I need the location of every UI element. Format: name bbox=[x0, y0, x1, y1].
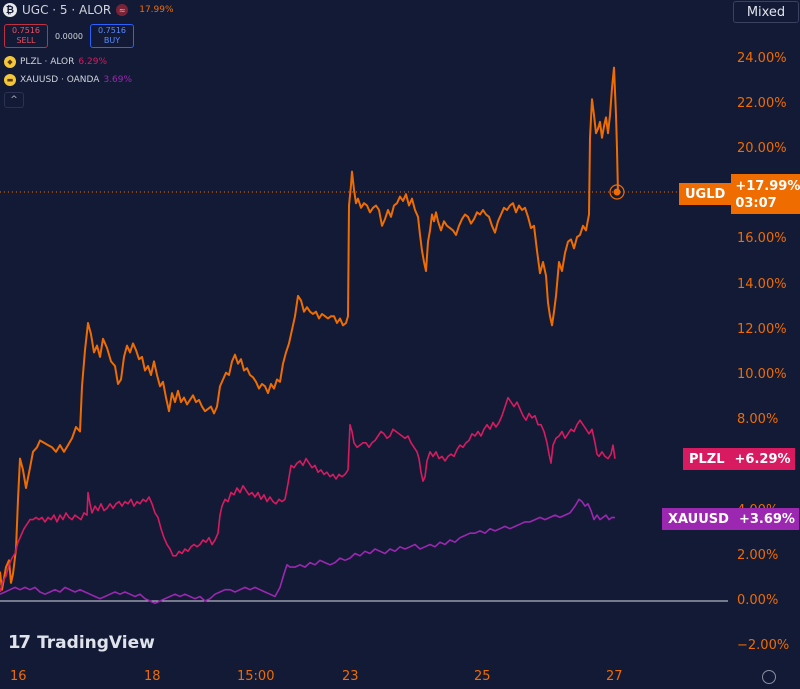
tag-value: +3.69% bbox=[734, 508, 799, 530]
symbol-title[interactable]: UGC · 5 · ALOR bbox=[22, 3, 112, 17]
tag-value: +6.29% bbox=[730, 448, 795, 470]
x-tick-label: 27 bbox=[606, 669, 623, 684]
last-point-dot bbox=[613, 188, 621, 196]
compare-item-xauusd[interactable]: ▬ XAUUSD · OANDA 3.69% bbox=[4, 74, 132, 86]
spread-value: 0.0000 bbox=[55, 31, 83, 41]
x-tick-label: 25 bbox=[474, 669, 491, 684]
y-tick-label: 0.00% bbox=[737, 593, 779, 608]
buy-label: BUY bbox=[103, 36, 121, 45]
plzl-price-tag: PLZL +6.29% bbox=[683, 448, 795, 470]
gold-bar-icon: ▬ bbox=[4, 74, 16, 86]
sell-label: SELL bbox=[16, 36, 36, 45]
tag-name: PLZL bbox=[683, 448, 731, 470]
compare-change: 3.69% bbox=[103, 75, 133, 85]
buy-button[interactable]: 0.7516 BUY bbox=[90, 24, 134, 48]
last-point-marker bbox=[609, 184, 625, 200]
symbol-header[interactable]: ₿ UGC · 5 · ALOR ≈ 17.99% bbox=[3, 3, 174, 17]
sell-button[interactable]: 0.7516 SELL bbox=[4, 24, 48, 48]
compare-item-plzl[interactable]: ◆ PLZL · ALOR 6.29% bbox=[4, 56, 107, 68]
compare-name: XAUUSD · OANDA bbox=[20, 75, 100, 85]
scale-mode-button[interactable]: Mixed bbox=[733, 1, 799, 23]
y-tick-label: 14.00% bbox=[737, 276, 787, 292]
symbol-logo-icon: ₿ bbox=[3, 3, 17, 17]
buy-price: 0.7516 bbox=[98, 26, 126, 35]
y-tick-label: 2.00% bbox=[737, 547, 779, 563]
ugld-price-tag: UGLD +17.99% 03:07 bbox=[679, 174, 800, 214]
plzl-logo-icon: ◆ bbox=[4, 56, 16, 68]
x-tick-label: 15:00 bbox=[237, 669, 275, 684]
y-tick-label: 24.00% bbox=[737, 50, 787, 66]
tag-value: +17.99% bbox=[735, 179, 800, 194]
watermark-text: TradingView bbox=[37, 632, 155, 653]
series-line-plzl[interactable] bbox=[0, 396, 616, 593]
y-tick-label: 12.00% bbox=[737, 321, 787, 337]
tag-value-block: +17.99% 03:07 bbox=[731, 174, 800, 214]
sell-price: 0.7516 bbox=[12, 26, 40, 35]
symbol-change: 17.99% bbox=[139, 5, 174, 15]
x-tick-label: 23 bbox=[342, 669, 359, 684]
x-tick-label: 18 bbox=[144, 669, 161, 684]
y-tick-label: 8.00% bbox=[737, 412, 779, 428]
tradingview-logo-icon: 17 bbox=[8, 632, 31, 653]
trade-panel: 0.7516 SELL 0.0000 0.7516 BUY bbox=[4, 24, 134, 48]
y-tick-label: 20.00% bbox=[737, 141, 787, 156]
bar-countdown: 03:07 bbox=[735, 196, 777, 211]
y-tick-label: −2.00% bbox=[737, 638, 790, 654]
collapse-legend-button[interactable]: ^ bbox=[4, 92, 24, 108]
settings-gear-icon[interactable] bbox=[762, 670, 776, 684]
tag-name: UGLD bbox=[679, 183, 732, 205]
compare-name: PLZL · ALOR bbox=[20, 57, 75, 67]
xauusd-price-tag: XAUUSD +3.69% bbox=[662, 508, 799, 530]
market-status-icon: ≈ bbox=[116, 4, 129, 16]
y-tick-label: 10.00% bbox=[737, 367, 787, 382]
tag-name: XAUUSD bbox=[662, 508, 735, 530]
tradingview-watermark[interactable]: 17 TradingView bbox=[8, 632, 155, 653]
compare-change: 6.29% bbox=[78, 57, 107, 67]
x-tick-label: 16 bbox=[10, 669, 27, 684]
y-tick-label: 16.00% bbox=[737, 231, 787, 247]
series-line-ugld[interactable] bbox=[0, 66, 619, 591]
y-tick-label: 22.00% bbox=[737, 95, 787, 111]
series-line-xauusd[interactable] bbox=[0, 498, 616, 605]
